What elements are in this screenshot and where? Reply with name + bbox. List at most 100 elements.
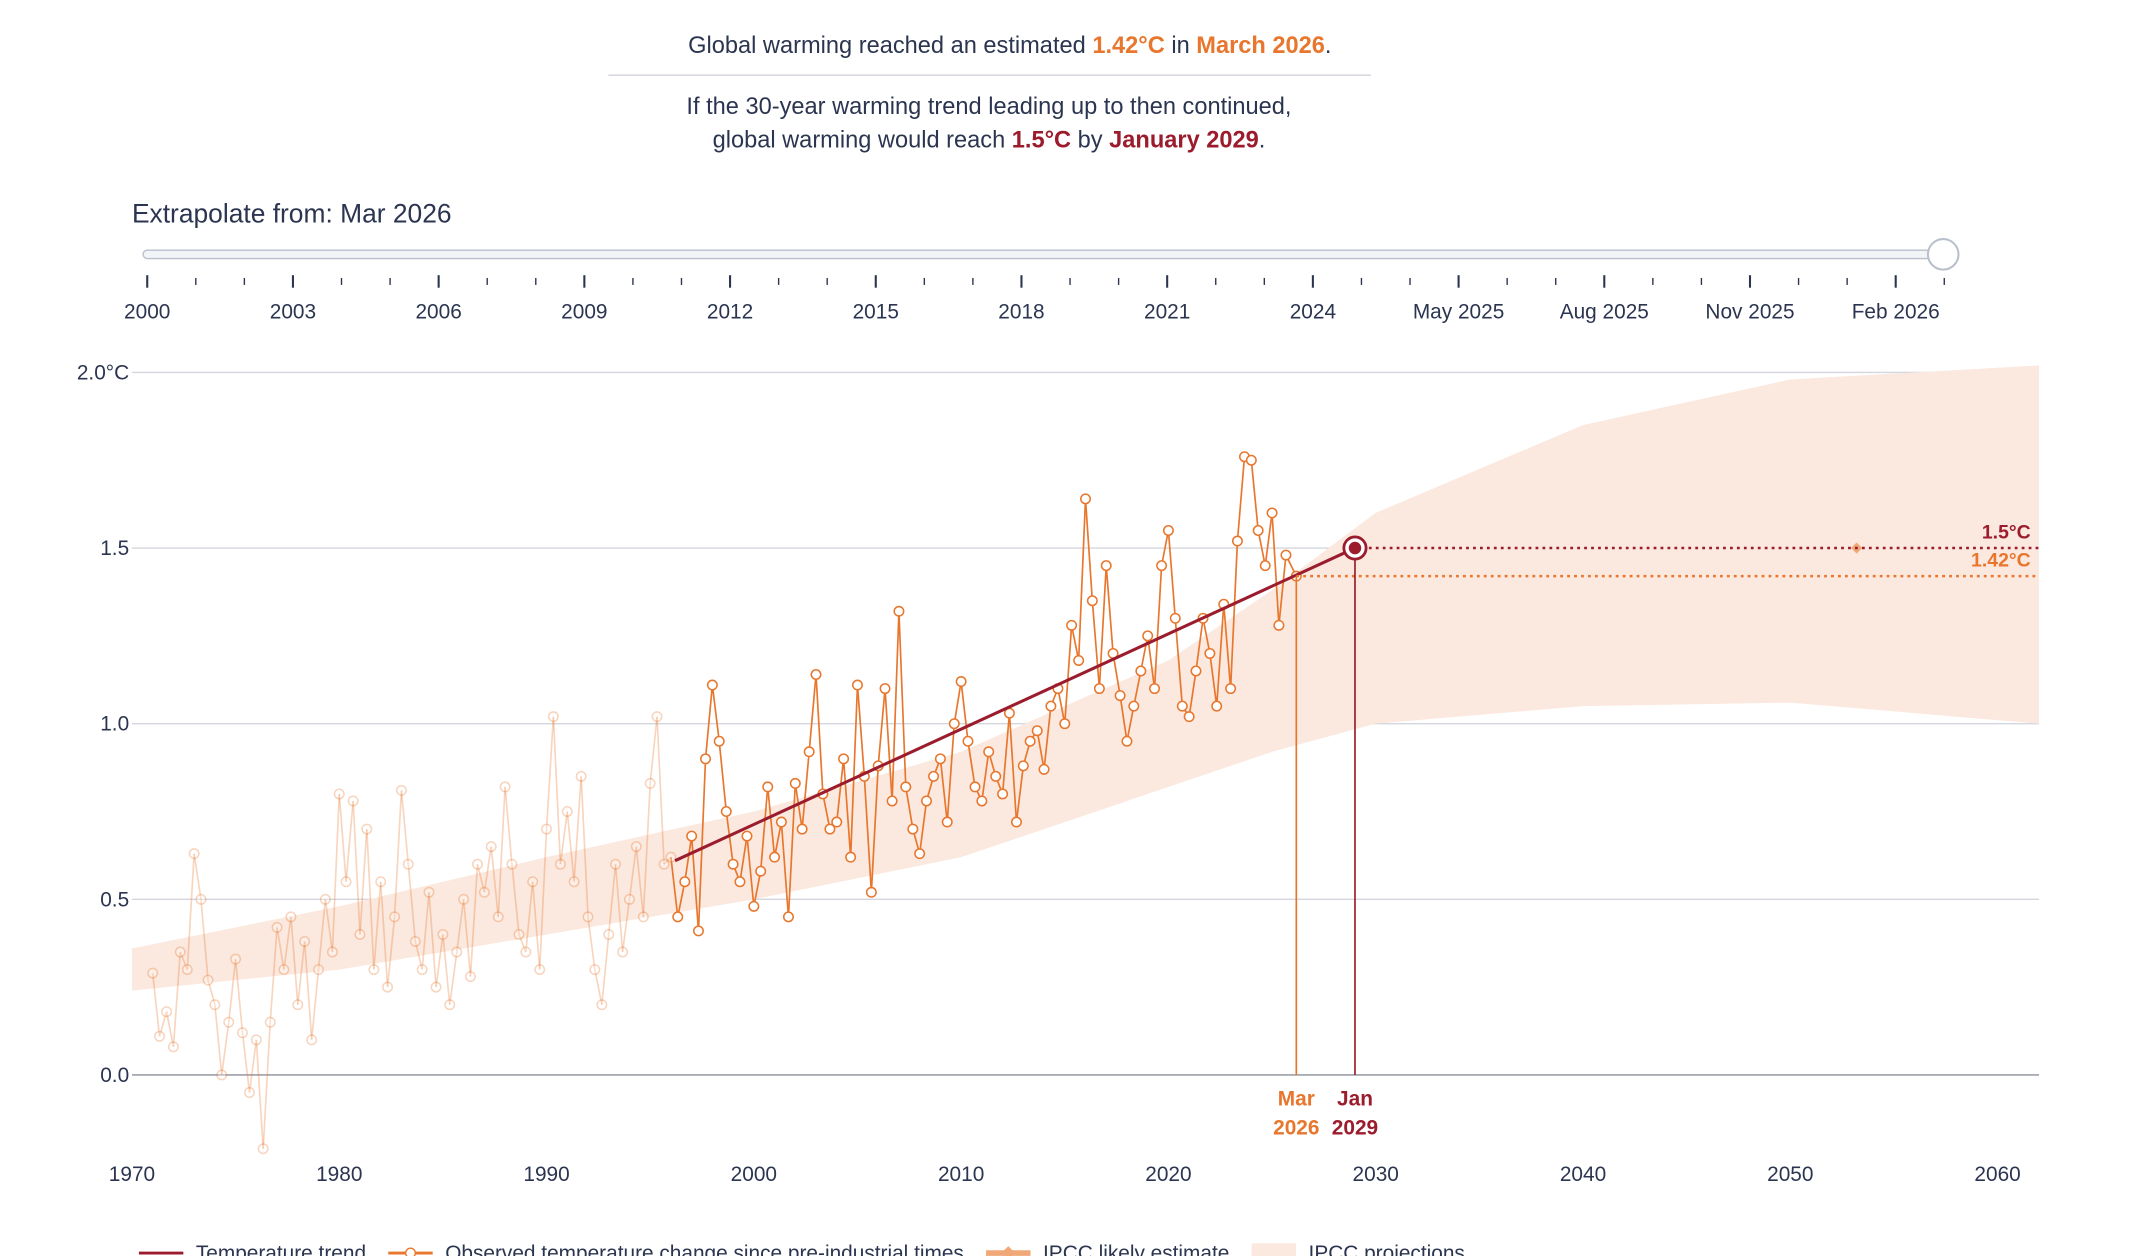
observed-segment — [628, 846, 638, 900]
observed-point — [803, 746, 815, 758]
observed-segment — [193, 853, 202, 900]
observed-point — [692, 925, 704, 937]
observed-segment — [518, 934, 527, 953]
observed-point — [672, 911, 684, 923]
observed-point — [941, 816, 953, 828]
headline-value: 1.42°C — [1092, 33, 1164, 59]
observed-segment — [898, 611, 907, 787]
observed-segment — [179, 951, 189, 970]
observed-segment — [1070, 625, 1080, 661]
observed-segment — [718, 741, 728, 812]
observed-point — [976, 795, 988, 807]
observed-segment — [310, 969, 320, 1040]
slider-tick-label: Feb 2026 — [1852, 300, 1940, 323]
y-tick-label: 2.0°C — [77, 361, 129, 384]
observed-segment — [587, 916, 596, 970]
x-tick-label: 2010 — [938, 1163, 984, 1186]
observed-segment — [1153, 565, 1163, 689]
observed-segment — [407, 864, 417, 942]
observed-segment — [442, 934, 451, 1005]
observed-segment — [1077, 498, 1087, 661]
observed-point — [762, 781, 774, 793]
slider-tick-label: Nov 2025 — [1705, 300, 1794, 323]
slider-tick-label: 2024 — [1290, 300, 1336, 323]
observed-point — [485, 841, 497, 853]
slider-knob[interactable] — [1926, 238, 1960, 271]
observed-point — [1059, 718, 1071, 730]
observed-segment — [476, 863, 486, 893]
observed-point — [665, 851, 677, 863]
observed-segment — [635, 846, 645, 917]
observed-segment — [255, 1039, 265, 1149]
observed-segment — [891, 611, 900, 801]
observed-segment — [365, 829, 375, 970]
slider-tick-label: 2009 — [561, 300, 607, 323]
observed-point — [1093, 683, 1105, 695]
observed-point — [824, 823, 836, 835]
observed-segment — [981, 751, 990, 802]
observed-point — [948, 718, 960, 730]
observed-segment — [759, 786, 769, 872]
observed-point — [700, 753, 712, 765]
observed-point — [727, 858, 739, 870]
observed-segment — [1202, 618, 1211, 654]
observed-segment — [863, 776, 873, 893]
observed-point — [962, 735, 974, 747]
slider-tick-label: May 2025 — [1413, 300, 1504, 323]
observed-point — [499, 781, 511, 793]
observed-point — [810, 669, 822, 680]
observed-point — [472, 858, 483, 870]
x-tick-label: 2020 — [1145, 1163, 1191, 1186]
observed-segment — [1257, 530, 1267, 566]
observed-point — [955, 676, 967, 688]
trend-line — [674, 546, 1356, 863]
observed-point — [1162, 525, 1174, 536]
observed-point — [623, 893, 635, 905]
observed-point — [589, 964, 601, 976]
observed-point — [886, 795, 898, 807]
observed-segment — [455, 899, 465, 953]
observed-segment — [373, 881, 382, 970]
observed-segment — [1119, 695, 1128, 742]
observed-point — [610, 858, 622, 870]
y-tick-label: 1.0 — [100, 713, 129, 736]
observed-segment — [1229, 540, 1239, 689]
observed-segment — [462, 899, 472, 977]
observed-segment — [1126, 705, 1135, 742]
observed-segment — [1140, 635, 1149, 672]
observed-point — [568, 876, 580, 888]
observed-point — [299, 935, 311, 947]
observed-segment — [835, 758, 845, 823]
observed-point — [1231, 535, 1243, 547]
observed-segment — [877, 688, 886, 766]
observed-point — [769, 851, 781, 863]
observed-point — [458, 893, 470, 905]
header: Global warming reached an estimated 1.42… — [132, 33, 1960, 271]
observed-point — [617, 946, 629, 958]
headline-text: . — [1325, 33, 1332, 59]
observed-point — [990, 770, 1002, 782]
observed-point — [478, 886, 490, 898]
observed-point — [389, 911, 401, 923]
observed-segment — [739, 835, 748, 882]
observed-point — [188, 848, 200, 860]
observed-segment — [545, 716, 555, 830]
observed-point — [547, 711, 559, 723]
observed-segment — [317, 899, 327, 970]
observed-segment — [594, 969, 603, 1005]
observed-point — [1211, 700, 1223, 712]
observed-segment — [207, 979, 216, 1005]
observed-segment — [331, 793, 341, 953]
observed-segment — [642, 783, 652, 917]
observed-segment — [165, 1011, 175, 1048]
observed-point — [492, 911, 504, 923]
observed-segment — [1188, 670, 1197, 717]
observed-segment — [469, 864, 479, 977]
observed-point — [865, 886, 877, 898]
observed-point — [285, 911, 297, 923]
date-label: Mar 2026 — [1273, 1088, 1319, 1140]
slider-track[interactable] — [142, 249, 1944, 260]
observed-segment — [967, 741, 976, 788]
observed-segment — [856, 684, 866, 777]
observed-point — [644, 777, 656, 789]
